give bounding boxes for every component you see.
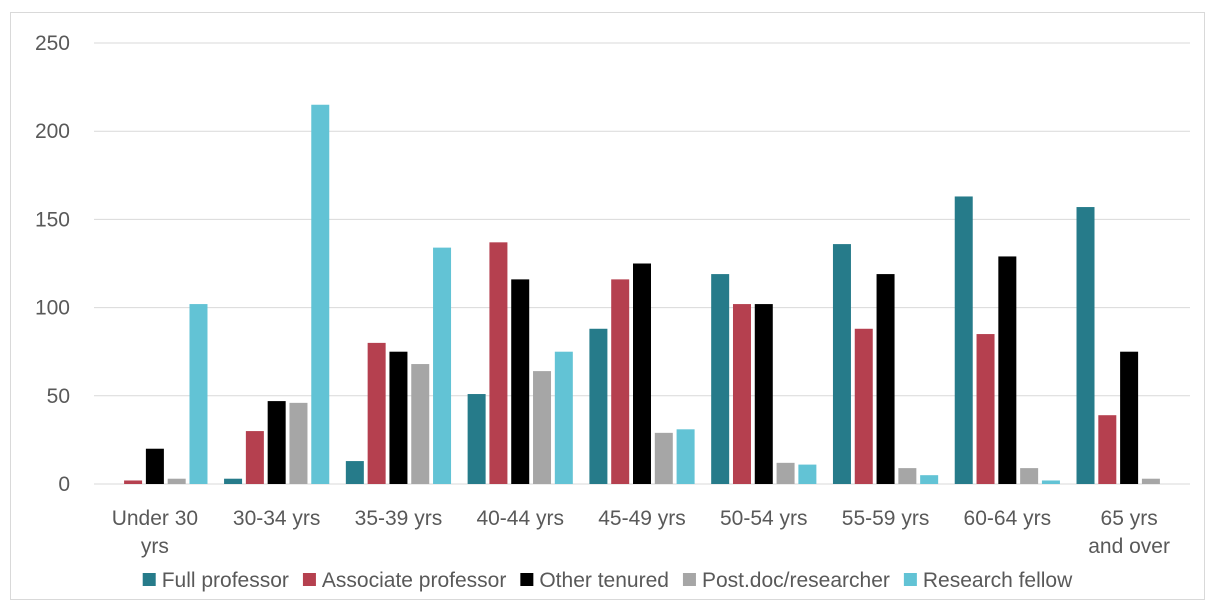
- bar: [389, 351, 408, 484]
- bar: [732, 304, 751, 484]
- x-tick-label: 30-34 yrs: [233, 507, 321, 530]
- y-tick-label: 150: [35, 208, 70, 231]
- bar: [676, 429, 695, 484]
- bar: [554, 351, 573, 484]
- legend-swatch: [520, 573, 534, 586]
- x-tick-label: 45-49 yrs: [598, 507, 686, 530]
- x-tick-label: 65 yrs: [1101, 507, 1158, 530]
- x-tick-label: 50-54 yrs: [720, 507, 808, 530]
- bar: [754, 304, 773, 484]
- bar: [798, 464, 817, 484]
- bar: [145, 448, 164, 484]
- bar: [533, 371, 552, 484]
- bar: [633, 263, 651, 484]
- bar: [167, 478, 186, 484]
- x-tick-label: 55-59 yrs: [842, 507, 930, 530]
- legend-swatch: [903, 573, 917, 586]
- legend-swatch: [682, 573, 696, 586]
- x-tick-label: yrs: [141, 535, 169, 558]
- x-tick-label: 60-64 yrs: [964, 507, 1052, 530]
- legend-label: Associate professor: [322, 569, 506, 592]
- bar: [589, 328, 608, 484]
- bar: [189, 304, 208, 484]
- bar: [224, 478, 243, 484]
- bar: [489, 242, 508, 484]
- bar: [1141, 478, 1160, 484]
- bar: [345, 461, 364, 484]
- bar: [920, 475, 939, 484]
- bar: [411, 364, 430, 484]
- bar: [1120, 351, 1139, 484]
- bar: [611, 279, 630, 484]
- y-tick-label: 200: [35, 120, 70, 143]
- bar: [1076, 207, 1095, 484]
- bar: [998, 256, 1017, 484]
- legend-label: Full professor: [162, 569, 289, 592]
- bar: [854, 328, 873, 484]
- bar: [367, 342, 386, 484]
- x-tick-label: 40-44 yrs: [476, 507, 564, 530]
- x-tick-label: Under 30: [112, 507, 198, 530]
- bar: [1020, 468, 1039, 484]
- legend-label: Other tenured: [539, 569, 669, 592]
- bar: [654, 432, 673, 484]
- legend-swatch: [142, 573, 156, 586]
- bar: [124, 480, 143, 484]
- y-tick-label: 100: [35, 297, 70, 320]
- bar: [433, 247, 452, 484]
- bar: [898, 468, 917, 484]
- legend-label: Post.doc/researcher: [702, 569, 890, 592]
- bar: [1041, 480, 1060, 484]
- y-tick-label: 250: [35, 32, 70, 55]
- bar: [976, 334, 995, 484]
- y-tick-label: 50: [47, 385, 70, 408]
- bar: [776, 462, 795, 484]
- bar: [1098, 415, 1117, 484]
- bar: [876, 274, 895, 484]
- bar: [289, 402, 308, 484]
- bar: [245, 431, 264, 484]
- x-tick-label: 35-39 yrs: [355, 507, 443, 530]
- bar: [954, 196, 973, 484]
- legend-swatch: [302, 573, 316, 586]
- bar: [311, 104, 330, 485]
- bar: [467, 394, 486, 484]
- y-tick-label: 0: [58, 473, 70, 496]
- bar: [711, 274, 730, 484]
- bar: [267, 401, 286, 484]
- bar: [832, 244, 851, 484]
- bar: [511, 279, 530, 484]
- x-tick-label: and over: [1088, 535, 1170, 558]
- legend-label: Research fellow: [923, 569, 1073, 592]
